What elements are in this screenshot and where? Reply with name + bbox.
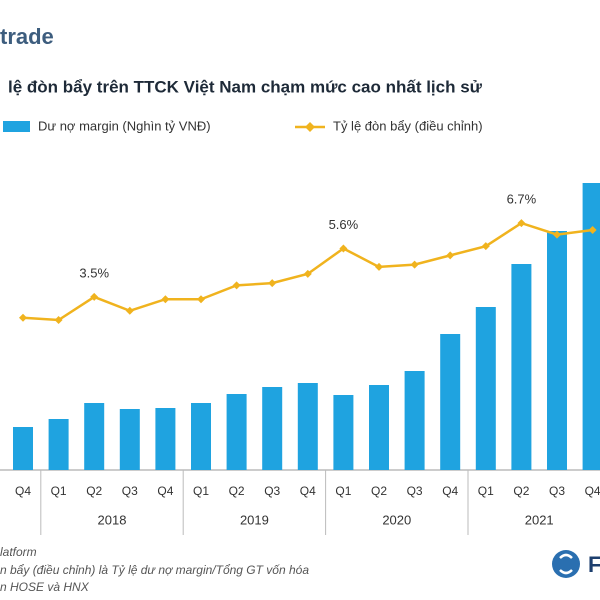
footer-note: n HOSE và HNX: [0, 580, 90, 594]
year-label: 2019: [240, 512, 269, 527]
line-marker: [125, 306, 134, 315]
line-marker: [232, 281, 241, 290]
line-marker: [90, 292, 99, 301]
line-marker: [517, 219, 526, 228]
line-marker: [588, 226, 597, 234]
line-marker: [375, 262, 383, 271]
line-marker: [268, 279, 277, 288]
line-marker: [54, 316, 63, 324]
x-tick-label: Q2: [86, 484, 102, 498]
line-marker: [446, 251, 455, 260]
line-marker: [410, 260, 419, 269]
bar: [547, 231, 567, 470]
bar: [226, 394, 247, 470]
bar: [511, 264, 532, 470]
x-tick-label: Q2: [513, 484, 529, 498]
logo: trade: [0, 24, 54, 49]
x-tick-label: Q4: [442, 484, 458, 498]
line-marker: [339, 244, 348, 253]
x-tick-label: Q4: [300, 484, 316, 498]
x-tick-label: Q4: [15, 484, 31, 498]
legend-label: Dư nợ margin (Nghìn tỷ VNĐ): [38, 118, 211, 133]
x-tick-label: Q1: [335, 484, 351, 498]
line-marker: [197, 295, 205, 304]
x-tick-label: Q2: [371, 484, 387, 498]
line-marker: [161, 295, 170, 304]
x-tick-label: Q1: [193, 484, 209, 498]
bar: [84, 403, 105, 470]
x-tick-label: Q4: [157, 484, 173, 498]
brand-icon: [559, 553, 573, 575]
line-marker: [481, 242, 490, 251]
bar: [582, 183, 600, 470]
x-tick-label: Q3: [407, 484, 423, 498]
legend-label: Tỷ lệ đòn bẩy (điều chỉnh): [333, 118, 483, 133]
footer-note: n bẩy (điều chỉnh) là Tỷ lệ dư nợ margin…: [0, 563, 309, 577]
data-label: 3.5%: [79, 265, 109, 280]
x-tick-label: Q3: [122, 484, 138, 498]
bar: [155, 408, 176, 470]
footer-note: latform: [0, 545, 37, 559]
line-marker: [19, 313, 27, 322]
bar: [440, 334, 461, 470]
line-marker: [303, 269, 312, 278]
bar: [48, 419, 69, 470]
legend-swatch: [3, 121, 30, 132]
legend-swatch: [305, 122, 315, 132]
bar: [475, 307, 496, 470]
data-label: 5.6%: [329, 217, 359, 232]
bar: [333, 395, 354, 470]
chart-title: lệ đòn bẩy trên TTCK Việt Nam chạm mức c…: [8, 77, 483, 96]
bar: [119, 409, 140, 470]
year-label: 2020: [382, 512, 411, 527]
x-tick-label: Q1: [478, 484, 494, 498]
bar: [191, 403, 211, 470]
year-label: 2021: [525, 512, 554, 527]
year-label: 2018: [98, 512, 127, 527]
brand: F: [588, 552, 600, 577]
bar: [13, 427, 33, 470]
x-tick-label: Q4: [585, 484, 600, 498]
bar: [369, 385, 389, 470]
bar: [297, 383, 318, 470]
x-tick-label: Q3: [264, 484, 280, 498]
brand-icon: [552, 550, 580, 578]
x-tick-label: Q1: [51, 484, 67, 498]
data-label: 6.7%: [507, 192, 537, 207]
bar: [404, 371, 425, 470]
x-tick-label: Q3: [549, 484, 565, 498]
x-tick-label: Q2: [229, 484, 245, 498]
line-marker: [553, 230, 561, 239]
bar: [262, 387, 283, 470]
